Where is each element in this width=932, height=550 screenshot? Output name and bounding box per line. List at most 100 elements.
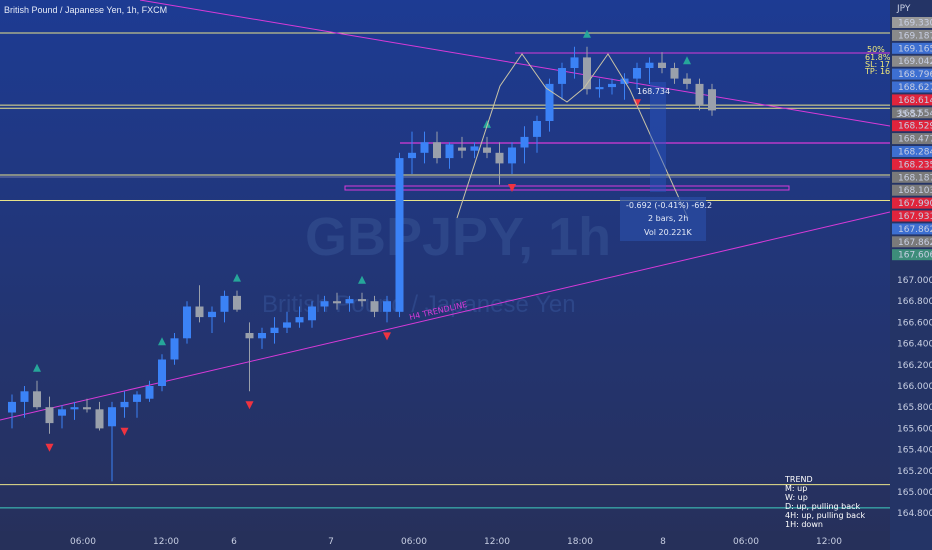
candle-body: [20, 391, 29, 402]
candle-body: [533, 121, 541, 137]
watermark-symbol: GBPJPY, 1h: [305, 207, 611, 267]
price-tag-label: 168.554: [898, 109, 932, 119]
candle-body: [58, 409, 66, 416]
candle-body: [645, 62, 654, 68]
candle-body: [245, 333, 254, 339]
candle-body: [45, 407, 54, 424]
candle-body: [370, 301, 379, 312]
magenta-zone: [344, 185, 790, 191]
measure-delta: -0.692 (-0.41%) -69.2: [626, 201, 712, 210]
trend-line-m: M: up: [785, 484, 807, 493]
up-triangle-marker: [583, 29, 591, 38]
price-readout: 168.734: [637, 87, 670, 96]
candle-body: [233, 295, 241, 310]
candle-body: [195, 306, 204, 318]
candle-body: [258, 333, 266, 339]
price-tag: [892, 171, 932, 183]
candle-body: [295, 317, 304, 323]
down-triangle-marker: [45, 443, 54, 452]
price-tag-label: 169.330: [898, 19, 932, 29]
x-tick-label: 18:00: [567, 537, 593, 547]
y-tick-label: 165.000: [897, 488, 932, 498]
price-tag: [892, 184, 932, 196]
y-tick-label: 165.800: [897, 403, 932, 413]
y-tick-label: 166.200: [897, 361, 932, 371]
candle-body: [408, 152, 416, 159]
measure-bars: 2 bars, 2h: [648, 214, 688, 223]
x-tick-label: 12:00: [484, 537, 510, 547]
up-triangle-marker: [233, 273, 241, 282]
price-tag-label: 168.235: [898, 160, 932, 170]
down-triangle-marker: [508, 184, 516, 192]
price-tag-label: 167.606: [898, 251, 932, 261]
y-tick-label: 164.800: [897, 509, 932, 519]
candle-body: [320, 301, 329, 307]
price-tag-label: 167.862: [898, 238, 932, 248]
y-tick-label: 165.400: [897, 446, 932, 456]
candle-body: [208, 311, 216, 318]
price-tag-label: 168.284: [898, 148, 932, 158]
price-tag: [892, 236, 932, 248]
zigzag-pattern: [456, 53, 689, 219]
axis-currency: JPY: [896, 4, 911, 14]
x-axis-ticks: 06:00 12:00 6 7 06:00 12:00 18:00 8 06:00 12:00: [70, 537, 842, 547]
trend-line-d: D: up, pulling back: [785, 502, 861, 511]
candle-body: [420, 142, 429, 153]
down-triangle-marker: [120, 427, 129, 436]
price-tag-label: 168.477: [898, 135, 932, 145]
measure-box: [620, 197, 706, 241]
h4-trendline: [0, 211, 891, 421]
price-tag: [892, 55, 932, 67]
candle-body: [445, 144, 454, 159]
candle-body: [458, 147, 466, 151]
trend-box: TREND M: up W: up D: up, pulling back 4H…: [784, 475, 865, 529]
price-tag: [892, 158, 932, 170]
up-triangle-marker: [358, 275, 366, 284]
up-triangle-marker: [33, 363, 41, 372]
price-tag: [892, 29, 932, 41]
candle-countdown: 35:57: [896, 110, 922, 120]
x-tick-label: 12:00: [816, 537, 842, 547]
y-tick-label: 167.000: [897, 276, 932, 286]
candle-body: [470, 146, 479, 151]
candle-body: [483, 147, 491, 153]
candles: [8, 46, 716, 482]
price-tag: [892, 94, 932, 106]
price-tag: [892, 133, 932, 145]
candle-body: [658, 62, 666, 68]
horizontal-levels: [0, 32, 890, 509]
price-tags: 169.330 169.187 169.165 169.042 168.796 168.6…: [892, 17, 932, 261]
time-axis[interactable]: [0, 531, 890, 550]
trend-line-1h: 1H: down: [785, 520, 823, 529]
candle-body: [220, 295, 229, 312]
candle-body: [695, 83, 704, 106]
y-tick-label: 166.000: [897, 382, 932, 392]
trend-line-4h: 4H: up, pulling back: [785, 511, 865, 520]
price-tag-label: 169.165: [898, 44, 932, 54]
candle-body: [570, 57, 579, 68]
candle-body: [508, 147, 516, 164]
chart-title: British Pound / Japanese Yen, 1h, FXCM: [4, 5, 167, 15]
candle-body: [308, 306, 316, 321]
measure-bar: [650, 82, 666, 192]
x-tick-label: 12:00: [153, 537, 179, 547]
price-tag: [892, 107, 932, 119]
candle-body: [70, 407, 79, 410]
candle-body: [433, 142, 441, 159]
take-profit: TP: 165.07: [864, 67, 908, 76]
price-tag: [892, 223, 932, 235]
up-triangle-marker: [683, 56, 691, 65]
candle-body: [145, 386, 154, 399]
candle-body: [8, 401, 16, 413]
candle-body: [120, 401, 129, 408]
trend-line-w: W: up: [785, 493, 808, 502]
price-tag: [892, 68, 932, 80]
price-tag: [892, 81, 932, 93]
candle-body: [33, 391, 41, 408]
price-tag-label: 168.529: [898, 122, 932, 132]
price-tag: [892, 17, 932, 28]
price-tag-label: 168.614: [898, 96, 932, 106]
candle-body: [545, 83, 554, 121]
fib-618: 61.8%: [865, 53, 891, 62]
